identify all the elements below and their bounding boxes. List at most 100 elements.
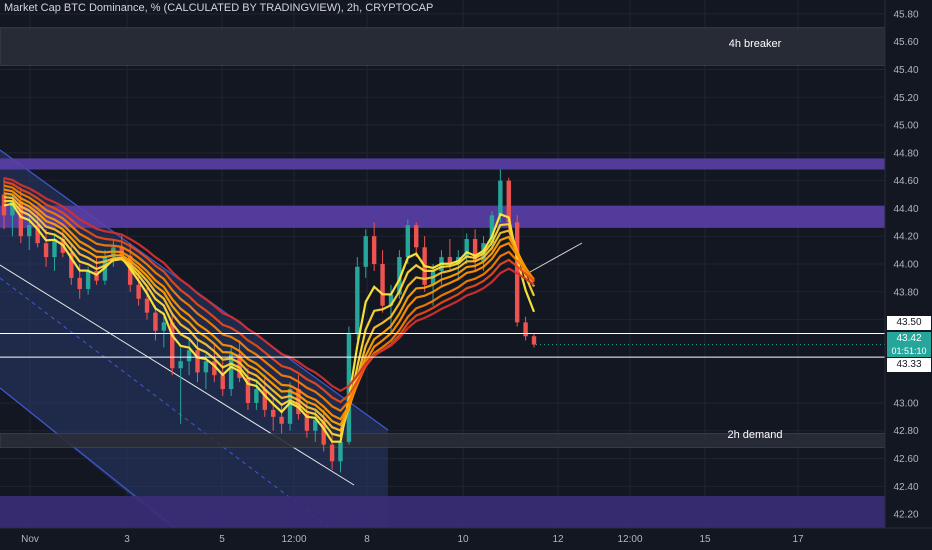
candle-body-36 bbox=[304, 414, 310, 431]
price-axis-tick-14: 42.60 bbox=[893, 454, 918, 465]
zone-rect-1 bbox=[0, 158, 885, 170]
ema-ribbon-line-1 bbox=[3, 199, 536, 438]
candle-body-47 bbox=[397, 257, 402, 295]
candle-body-56 bbox=[472, 238, 478, 262]
time-axis-tick-0: Nov bbox=[21, 534, 39, 545]
ema-ribbon-line-7 bbox=[3, 176, 535, 393]
chart-title: Market Cap BTC Dominance, % (CALCULATED … bbox=[4, 2, 434, 14]
candle-body-43 bbox=[363, 236, 368, 267]
trend-line-lower bbox=[0, 264, 355, 486]
candle-body-32 bbox=[271, 409, 276, 417]
candle-body-27 bbox=[228, 354, 234, 390]
candle-body-48 bbox=[405, 225, 411, 258]
time-axis-tick-8: 15 bbox=[699, 534, 711, 545]
candle-body-25 bbox=[212, 361, 217, 376]
candle-body-58 bbox=[489, 215, 495, 244]
price-axis-tick-12: 43.00 bbox=[893, 398, 918, 409]
candle-body-35 bbox=[296, 389, 301, 415]
candle-body-34 bbox=[287, 389, 293, 424]
candle-body-46 bbox=[388, 294, 394, 306]
candle-body-21 bbox=[178, 361, 183, 369]
candle-body-19 bbox=[161, 322, 167, 331]
candle-body-63 bbox=[531, 336, 537, 345]
time-axis-background bbox=[0, 528, 932, 550]
price-axis-tick-0: 45.80 bbox=[893, 9, 918, 20]
price-axis-background bbox=[885, 0, 932, 550]
ema-ribbon-line-0 bbox=[3, 202, 536, 443]
level-price-tag-upper: 43.50 bbox=[887, 316, 931, 330]
price-axis-tick-16: 42.20 bbox=[893, 510, 918, 521]
candle-body-2 bbox=[18, 201, 24, 237]
zone-rect-2 bbox=[0, 205, 885, 228]
zone-label-2h-demand: 2h demand bbox=[727, 429, 783, 441]
ema-ribbon-line-4 bbox=[3, 188, 535, 421]
price-axis-tick-4: 45.00 bbox=[893, 121, 918, 132]
candle-body-60 bbox=[506, 180, 511, 223]
candle-body-40 bbox=[338, 441, 343, 462]
candle-body-10 bbox=[85, 270, 91, 290]
candle-body-28 bbox=[237, 354, 242, 378]
time-axis-tick-7: 12:00 bbox=[617, 534, 642, 545]
candle-body-42 bbox=[355, 266, 360, 334]
candle-body-62 bbox=[523, 322, 528, 337]
candle-body-5 bbox=[43, 243, 49, 258]
candle-body-37 bbox=[313, 419, 318, 431]
candle-body-29 bbox=[245, 377, 251, 403]
candle-body-16 bbox=[136, 284, 141, 299]
candle-body-8 bbox=[69, 252, 74, 278]
time-axis-tick-6: 12 bbox=[552, 534, 564, 545]
candle-body-41 bbox=[346, 333, 352, 442]
price-axis-tick-9: 44.00 bbox=[893, 260, 918, 271]
candle-body-26 bbox=[220, 375, 225, 390]
price-axis-tick-1: 45.60 bbox=[893, 37, 918, 48]
candle-body-31 bbox=[262, 389, 267, 410]
candle-body-6 bbox=[52, 238, 57, 258]
candle-body-4 bbox=[35, 225, 40, 244]
trend-line-upper bbox=[529, 242, 583, 273]
candle-body-9 bbox=[77, 277, 82, 290]
time-axis-tick-3: 12:00 bbox=[281, 534, 306, 545]
candle-body-24 bbox=[203, 361, 209, 373]
time-axis-tick-5: 10 bbox=[457, 534, 469, 545]
price-axis-tick-13: 42.80 bbox=[893, 426, 918, 437]
price-axis-tick-2: 45.40 bbox=[893, 65, 918, 76]
ema-ribbon-line-5 bbox=[3, 184, 535, 413]
candle-body-59 bbox=[498, 180, 503, 216]
price-axis-tick-3: 45.20 bbox=[893, 93, 918, 104]
candle-body-23 bbox=[195, 350, 200, 373]
time-axis-tick-1: 3 bbox=[124, 534, 130, 545]
price-axis-tick-6: 44.60 bbox=[893, 176, 918, 187]
last-price-tag: 43.42 bbox=[887, 332, 931, 346]
ema-ribbon-line-3 bbox=[3, 192, 535, 427]
candle-body-17 bbox=[144, 298, 150, 313]
candle-body-53 bbox=[447, 257, 453, 264]
candle-body-49 bbox=[414, 225, 419, 248]
candle-body-39 bbox=[329, 444, 335, 462]
zone-label-4h-breaker: 4h breaker bbox=[728, 38, 782, 50]
candle-body-44 bbox=[371, 236, 377, 264]
ema-ribbon-line-2 bbox=[3, 195, 535, 432]
level-price-tag-lower: 43.33 bbox=[887, 358, 931, 372]
ema-ribbon-line-6 bbox=[3, 180, 535, 404]
candle-body-33 bbox=[279, 416, 284, 424]
bar-countdown-timer: 01:51:10 bbox=[887, 345, 931, 357]
time-axis-tick-9: 17 bbox=[792, 534, 804, 545]
candle-body-38 bbox=[321, 419, 326, 445]
price-axis-tick-5: 44.80 bbox=[893, 148, 918, 159]
candle-body-45 bbox=[380, 264, 385, 306]
candle-body-55 bbox=[464, 238, 469, 258]
time-axis-tick-2: 5 bbox=[219, 534, 225, 545]
candle-body-3 bbox=[27, 225, 32, 237]
candle-body-30 bbox=[254, 389, 259, 403]
price-axis-tick-8: 44.20 bbox=[893, 232, 918, 243]
time-axis-tick-4: 8 bbox=[364, 534, 370, 545]
candle-body-18 bbox=[153, 312, 158, 331]
candle-body-20 bbox=[170, 322, 175, 369]
candle-body-1 bbox=[10, 201, 15, 216]
candle-body-22 bbox=[186, 350, 192, 362]
price-axis-tick-10: 43.80 bbox=[893, 287, 918, 298]
zone-rect-4 bbox=[0, 496, 885, 528]
price-axis-tick-7: 44.40 bbox=[893, 204, 918, 215]
price-axis-tick-15: 42.40 bbox=[893, 482, 918, 493]
